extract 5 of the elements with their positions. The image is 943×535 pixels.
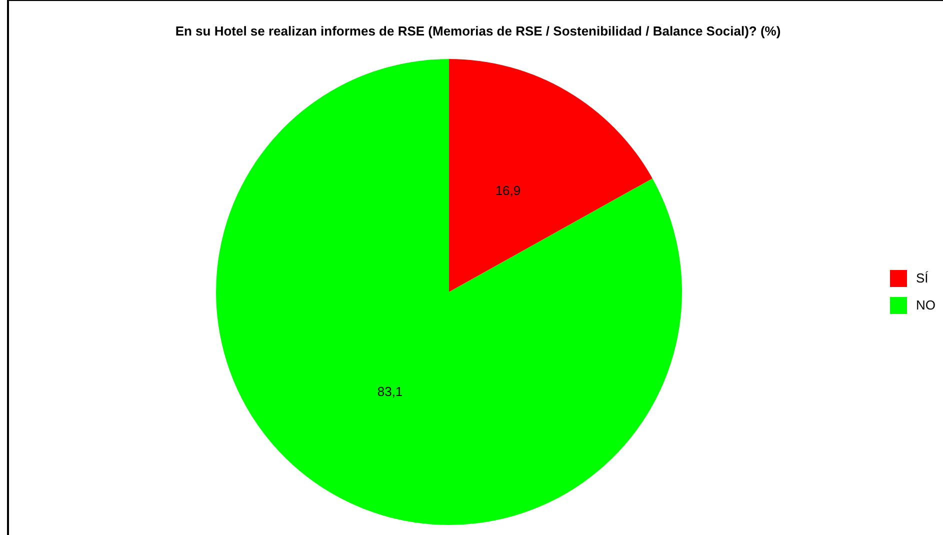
data-label: 16,9	[495, 183, 521, 198]
legend-label: SÍ	[916, 270, 929, 286]
chart-title: En su Hotel se realizan informes de RSE (Memorias de RSE / Sostenibilidad / Balance Social)? (%)	[175, 24, 781, 39]
legend-label: NO	[916, 298, 936, 313]
data-label: 83,1	[377, 384, 403, 400]
